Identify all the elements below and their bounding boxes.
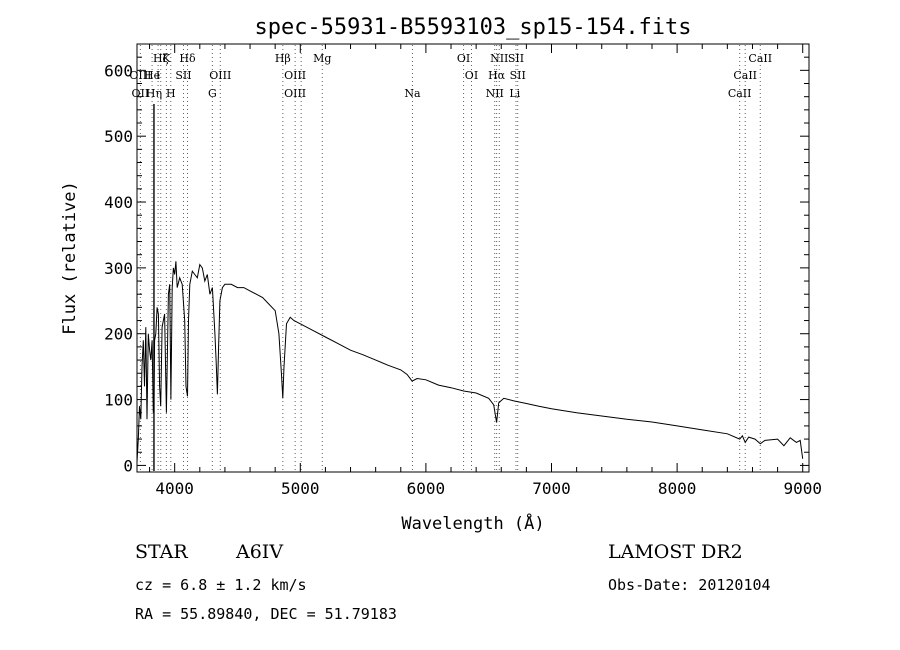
y-axis-label: Flux (relative) (60, 181, 80, 335)
x-tick-label: 7000 (532, 479, 571, 498)
y-tick-label: 500 (104, 127, 133, 146)
y-tick-label: 200 (104, 325, 133, 344)
line-label: OI (465, 69, 478, 82)
line-label: OIII (284, 87, 306, 100)
line-label: Hζ (153, 52, 169, 65)
axes: 4000 5000 6000 7000 8000 9000 0 100 200 300 400 500… (104, 43, 822, 498)
plot-frame (136, 43, 810, 473)
line-label: Hα (488, 69, 506, 82)
line-label: CaII (728, 87, 752, 100)
line-label: Li (509, 87, 520, 100)
y-tick-label: 400 (104, 193, 133, 212)
x-tick-label: 4000 (155, 479, 194, 498)
line-label: CaII (748, 52, 772, 65)
object-class: STAR (135, 541, 188, 563)
x-tick-label: 8000 (658, 479, 697, 498)
y-tick-label: 0 (123, 456, 133, 475)
observation-date: Obs-Date: 20120104 (608, 576, 771, 594)
line-label: NII (490, 52, 508, 65)
x-axis-label: Wavelength (Å) (401, 512, 544, 534)
line-label: He (144, 69, 160, 82)
x-tick-label: 6000 (407, 479, 446, 498)
line-label: SII (508, 52, 524, 65)
line-label: Hβ (275, 52, 291, 65)
spectrum-plot: spec-55931-B5593103_sp15-154.fits HζK Hδ H… (60, 15, 822, 534)
survey-name: LAMOST DR2 (608, 541, 743, 563)
y-tick-label: 300 (104, 259, 133, 278)
line-label: CaII (733, 69, 757, 82)
line-label: H (166, 87, 176, 100)
line-label: SII (175, 69, 191, 82)
line-label: OIII (284, 69, 306, 82)
line-label: K (162, 52, 171, 65)
line-label: OII (132, 87, 150, 100)
line-label: SII (510, 69, 526, 82)
x-tick-label: 9000 (783, 479, 822, 498)
object-subclass: A6IV (236, 541, 284, 563)
line-label: Hη (146, 87, 162, 100)
line-label: OIII (129, 69, 151, 82)
line-label: NII (486, 87, 504, 100)
line-label: Na (404, 87, 421, 100)
line-label: G (208, 87, 217, 100)
y-tick-label: 100 (104, 391, 133, 410)
y-tick-label: 600 (104, 61, 133, 80)
x-tick-label: 5000 (281, 479, 320, 498)
redshift-value: cz = 6.8 ± 1.2 km/s (135, 576, 307, 594)
line-label: I (156, 69, 160, 82)
line-label: Hδ (179, 52, 196, 65)
coordinates: RA = 55.89840, DEC = 51.79183 (135, 605, 397, 623)
line-markers (139, 45, 761, 471)
spectrum-line (136, 261, 804, 463)
chart-title: spec-55931-B5593103_sp15-154.fits (254, 15, 691, 40)
line-label: OIII (209, 69, 231, 82)
line-label: OI (457, 52, 470, 65)
line-label: Mg (313, 52, 331, 65)
spectrum-series (136, 261, 804, 463)
